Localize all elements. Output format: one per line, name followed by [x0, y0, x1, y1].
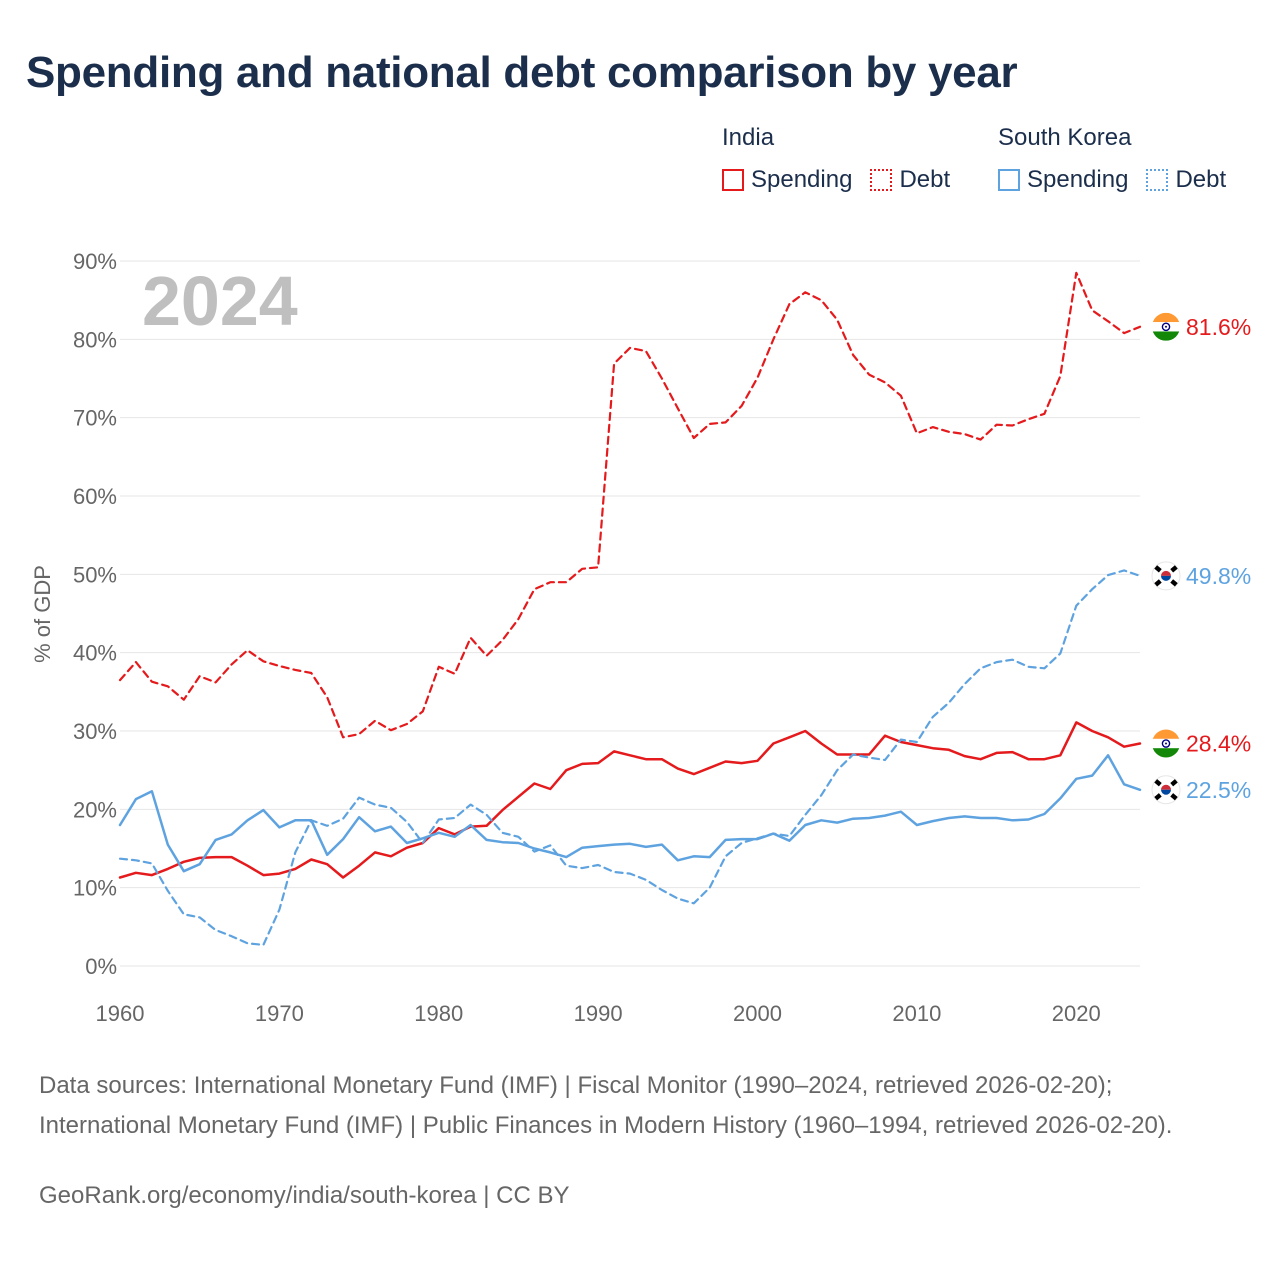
y-axis-label: % of GDP — [30, 565, 55, 663]
y-tick-label: 60% — [73, 484, 117, 509]
y-tick-label: 80% — [73, 327, 117, 352]
dotted-line-swatch-icon — [870, 169, 893, 191]
flag-band — [1152, 331, 1180, 341]
chart-title: Spending and national debt comparison by… — [26, 48, 1018, 97]
end-label-south-korea-spending: 22.5% — [1186, 777, 1251, 803]
solid-line-swatch-icon — [998, 169, 1020, 191]
flag-taegeuk-red — [1161, 784, 1171, 790]
y-tick-label: 10% — [73, 876, 117, 901]
legend-korea-debt[interactable]: Debt — [1146, 166, 1226, 194]
flag-taegeuk-red — [1161, 570, 1171, 576]
flag-trigram — [1154, 779, 1162, 787]
end-label-india-spending: 28.4% — [1186, 731, 1251, 757]
credit-link[interactable]: GeoRank.org/economy/india/south-korea | … — [39, 1182, 570, 1209]
flag-wheel — [1161, 739, 1171, 748]
y-tick-label: 90% — [73, 249, 117, 274]
legend-india-spending[interactable]: Spending — [722, 166, 852, 194]
south-korea-flag-icon — [1151, 775, 1181, 805]
legend-korea-spending[interactable]: Spending — [998, 166, 1128, 194]
flag-trigram — [1170, 793, 1178, 801]
y-tick-label: 0% — [85, 954, 117, 979]
x-tick-label: 2010 — [892, 1001, 941, 1026]
flag-band — [1152, 729, 1180, 739]
year-watermark: 2024 — [142, 262, 298, 340]
y-tick-label: 30% — [73, 719, 117, 744]
india-flag-icon — [1152, 312, 1180, 341]
flag-trigram — [1170, 565, 1178, 573]
line-chart: 2024 0% 10% 20% 30% 40% 50% 60% 70% 80% 90% 1960 197… — [30, 249, 1251, 1026]
india-flag-icon — [1152, 729, 1180, 758]
y-tick-label: 40% — [73, 641, 117, 666]
series-line-india-debt — [118, 271, 1142, 739]
x-tick-label: 1980 — [414, 1001, 463, 1026]
x-tick-label: 2000 — [733, 1001, 782, 1026]
legend-india-debt[interactable]: Debt — [870, 166, 950, 194]
legend-india-spending-label: Spending — [751, 166, 853, 193]
flag-wheel-hub — [1165, 742, 1167, 745]
dotted-line-swatch-icon — [1146, 169, 1169, 191]
flag-taegeuk-blue — [1161, 575, 1171, 581]
series-line-india-spending — [118, 721, 1142, 879]
legend-korea: South Korea Spending Debt — [998, 124, 1226, 194]
flag-trigram — [1170, 579, 1178, 587]
legend-korea-spending-label: Spending — [1027, 166, 1129, 193]
end-label-india-debt: 81.6% — [1186, 314, 1251, 340]
end-label-south-korea-debt: 49.8% — [1186, 563, 1251, 589]
y-tick-label: 70% — [73, 406, 117, 431]
y-tick-label: 50% — [73, 562, 117, 587]
legend-india-country: India — [722, 124, 775, 151]
flag-trigram — [1154, 565, 1162, 573]
legend-korea-country: South Korea — [998, 124, 1132, 151]
x-tick-label: 2020 — [1052, 1001, 1101, 1026]
flag-taegeuk-blue — [1161, 789, 1171, 795]
series-line-south-korea-spending — [118, 754, 1142, 873]
series-line-south-korea-debt — [118, 569, 1142, 947]
south-korea-flag-icon — [1151, 561, 1181, 591]
legend-india-debt-label: Debt — [899, 166, 951, 193]
flag-wheel-hub — [1165, 325, 1167, 328]
x-tick-label: 1970 — [255, 1001, 304, 1026]
flag-trigram — [1154, 579, 1162, 587]
flag-trigram — [1170, 779, 1178, 787]
y-tick-label: 20% — [73, 797, 117, 822]
flag-wheel — [1161, 322, 1171, 332]
legend-korea-debt-label: Debt — [1175, 166, 1227, 193]
flag-trigram — [1154, 793, 1162, 801]
flag-band — [1152, 312, 1180, 323]
legend-india: India Spending Debt — [722, 124, 950, 194]
data-sources: Data sources: International Monetary Fun… — [39, 1072, 1173, 1139]
solid-line-swatch-icon — [722, 169, 744, 191]
x-tick-label: 1990 — [574, 1001, 623, 1026]
flag-band — [1152, 748, 1180, 758]
x-tick-label: 1960 — [96, 1001, 145, 1026]
